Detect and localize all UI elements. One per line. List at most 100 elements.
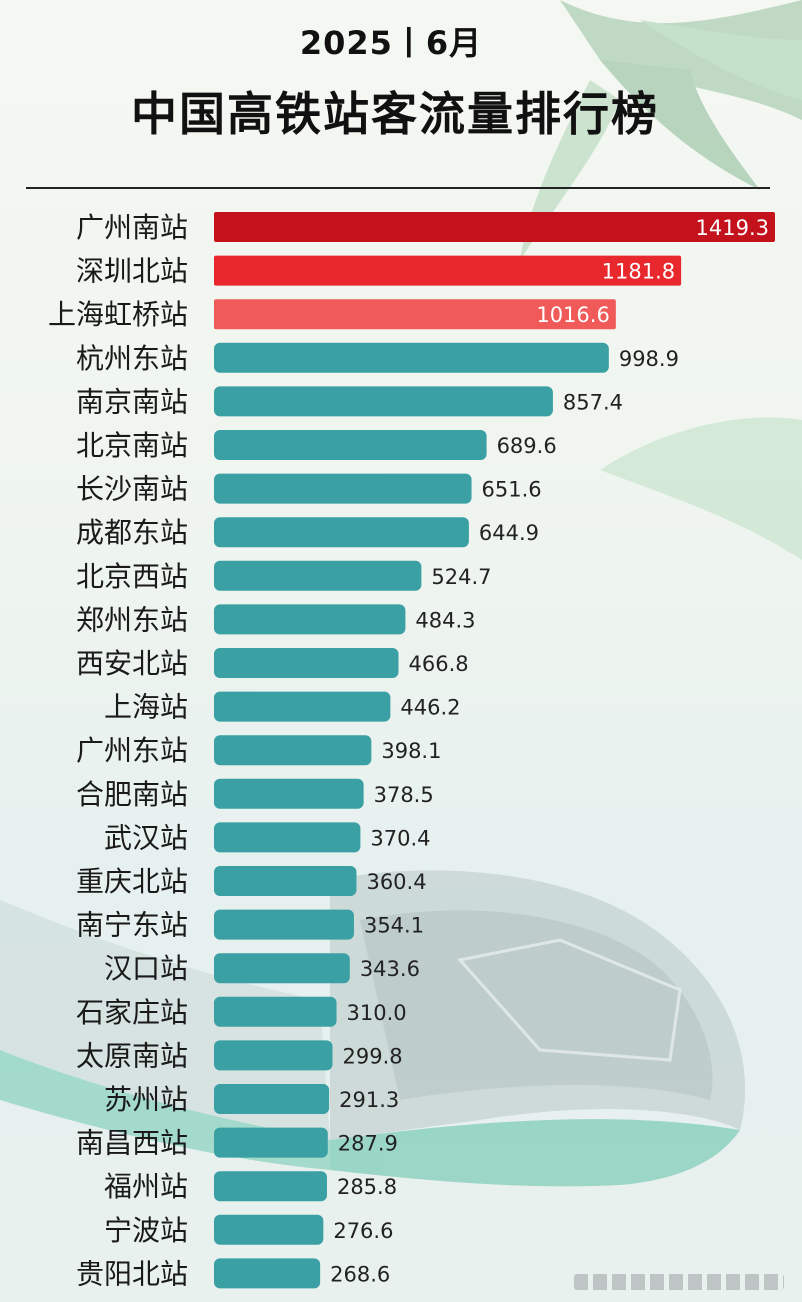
value-label: 524.7 — [431, 565, 491, 589]
bar-row: 广州东站 398.1 — [76, 734, 441, 767]
value-label: 857.4 — [563, 390, 623, 414]
bar-row: 宁波站 276.6 — [104, 1214, 393, 1247]
value-label: 651.6 — [482, 478, 542, 502]
bar-row: 南宁东站 354.1 — [76, 909, 424, 942]
category-label: 广州南站 — [76, 211, 188, 244]
bar-row: 苏州站 291.3 — [104, 1083, 399, 1116]
bar — [214, 299, 616, 330]
category-label: 福州站 — [104, 1170, 188, 1203]
category-label: 深圳北站 — [76, 255, 188, 288]
category-label: 石家庄站 — [76, 996, 188, 1029]
value-label: 285.8 — [337, 1175, 397, 1199]
bar — [214, 517, 469, 548]
value-label: 466.8 — [409, 652, 469, 676]
bar-row: 武汉站 370.4 — [104, 821, 431, 854]
category-label: 南宁东站 — [76, 909, 188, 942]
bar-row: 贵阳北站 268.6 — [76, 1257, 390, 1290]
value-label: 644.9 — [479, 521, 539, 545]
bar-row: 广州南站 1419.3 — [76, 211, 775, 244]
bar — [214, 1084, 330, 1114]
category-label: 长沙南站 — [76, 473, 188, 506]
value-label: 998.9 — [619, 347, 679, 371]
category-label: 上海站 — [104, 691, 188, 724]
watermark — [574, 1274, 784, 1290]
bar — [214, 386, 553, 417]
value-label: 370.4 — [370, 826, 430, 850]
value-label: 354.1 — [364, 914, 424, 938]
value-label: 268.6 — [330, 1262, 390, 1286]
bar-row: 汉口站 343.6 — [104, 952, 420, 985]
category-label: 汉口站 — [104, 952, 188, 985]
value-label: 287.9 — [338, 1132, 398, 1156]
category-label: 北京西站 — [76, 560, 188, 593]
bar — [214, 560, 422, 591]
category-label: 宁波站 — [104, 1214, 188, 1247]
bar-row: 上海站 446.2 — [104, 691, 461, 724]
category-label: 武汉站 — [104, 821, 188, 854]
bar-row: 西安北站 466.8 — [76, 647, 469, 680]
bar — [214, 691, 391, 722]
bar-row: 深圳北站 1181.8 — [76, 255, 682, 288]
bar — [214, 1258, 321, 1289]
category-label: 南昌西站 — [76, 1127, 188, 1160]
bar — [214, 909, 354, 940]
header-divider — [26, 187, 770, 189]
value-label: 310.0 — [347, 1001, 407, 1025]
bar — [214, 430, 487, 460]
category-label: 北京南站 — [76, 429, 188, 462]
bar-row: 南昌西站 287.9 — [76, 1127, 398, 1160]
bar — [214, 648, 399, 678]
value-label: 360.4 — [366, 870, 426, 894]
category-label: 合肥南站 — [76, 778, 188, 811]
value-label: 378.5 — [374, 783, 434, 807]
bar — [214, 1040, 333, 1071]
bar — [214, 778, 364, 809]
bar — [214, 1171, 327, 1202]
category-label: 太原南站 — [76, 1039, 188, 1072]
bar-row: 石家庄站 310.0 — [76, 996, 407, 1029]
bar-row: 福州站 285.8 — [104, 1170, 397, 1203]
value-label: 689.6 — [497, 434, 557, 458]
bar — [214, 255, 682, 286]
value-label: 1181.8 — [602, 260, 675, 284]
category-label: 苏州站 — [104, 1083, 188, 1116]
bar — [214, 953, 350, 984]
bar-row: 太原南站 299.8 — [76, 1039, 403, 1072]
bar — [214, 996, 337, 1027]
bar-row: 长沙南站 651.6 — [76, 473, 542, 506]
category-label: 广州东站 — [76, 734, 188, 767]
bar — [214, 473, 472, 504]
bar-row: 北京西站 524.7 — [76, 560, 492, 593]
bar — [214, 212, 775, 242]
bar-row: 北京南站 689.6 — [76, 429, 557, 462]
bar — [214, 1127, 328, 1158]
value-label: 276.6 — [333, 1219, 393, 1243]
bar — [214, 1214, 324, 1245]
chart-title: 中国高铁站客流量排行榜 — [131, 87, 659, 141]
bar-row: 上海虹桥站 1016.6 — [48, 298, 616, 331]
bar — [214, 604, 406, 635]
bar — [214, 866, 357, 896]
value-label: 1016.6 — [536, 303, 609, 327]
bar — [214, 342, 609, 373]
bar-row: 重庆北站 360.4 — [76, 865, 427, 898]
bar-row: 南京南站 857.4 — [76, 385, 623, 418]
chart-subtitle: 2025丨6月 — [299, 24, 483, 62]
value-label: 299.8 — [343, 1044, 403, 1068]
category-label: 成都东站 — [76, 516, 188, 549]
value-label: 1419.3 — [696, 216, 769, 240]
category-label: 西安北站 — [76, 647, 188, 680]
category-label: 重庆北站 — [76, 865, 188, 898]
value-label: 484.3 — [415, 608, 475, 632]
category-label: 郑州东站 — [76, 603, 188, 636]
value-label: 398.1 — [381, 739, 441, 763]
bar-row: 杭州东站 998.9 — [76, 342, 679, 375]
chart-header: 2025丨6月 中国高铁站客流量排行榜 — [0, 0, 802, 190]
bar-row: 合肥南站 378.5 — [76, 778, 434, 811]
category-label: 杭州东站 — [76, 342, 188, 375]
bar — [214, 735, 372, 766]
bar-row: 成都东站 644.9 — [76, 516, 539, 549]
category-label: 南京南站 — [76, 385, 188, 418]
category-label: 贵阳北站 — [76, 1257, 188, 1290]
value-label: 446.2 — [400, 696, 460, 720]
